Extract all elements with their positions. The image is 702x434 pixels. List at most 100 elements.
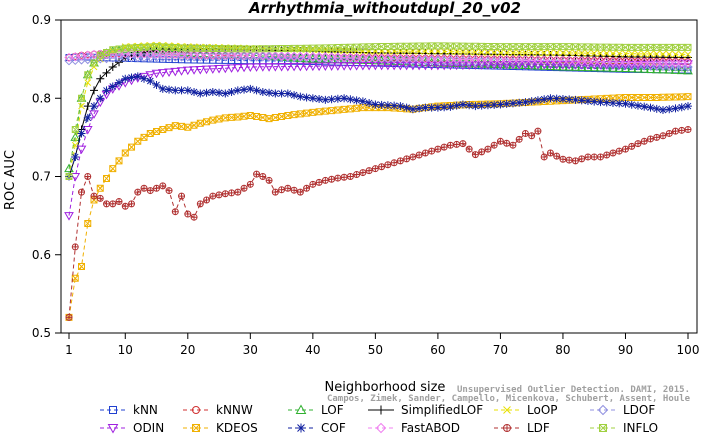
data-point-marker bbox=[583, 56, 593, 67]
data-point-marker bbox=[559, 49, 567, 57]
data-point-marker bbox=[228, 189, 236, 197]
data-point-marker bbox=[608, 61, 618, 70]
data-point-marker bbox=[184, 123, 192, 131]
data-point-marker bbox=[458, 54, 468, 65]
data-point-marker bbox=[109, 165, 117, 173]
data-point-marker bbox=[189, 66, 199, 75]
data-point-marker bbox=[584, 153, 592, 161]
data-point-marker bbox=[246, 84, 255, 93]
x-tick-label: 1 bbox=[65, 343, 73, 357]
data-point-marker bbox=[339, 62, 349, 71]
data-point-marker bbox=[545, 55, 556, 66]
data-point-marker bbox=[551, 61, 562, 70]
data-point-marker bbox=[264, 63, 274, 72]
data-point-marker bbox=[508, 55, 518, 65]
data-point-marker bbox=[534, 49, 542, 57]
data-point-marker bbox=[208, 87, 217, 96]
data-point-marker bbox=[358, 97, 367, 106]
data-point-marker bbox=[496, 137, 504, 145]
data-point-marker bbox=[333, 94, 342, 103]
data-point-marker bbox=[501, 61, 512, 70]
data-point-marker bbox=[528, 132, 536, 140]
legend-entry-odin: ODIN bbox=[100, 421, 164, 434]
data-point-marker bbox=[139, 52, 149, 63]
data-point-marker bbox=[615, 99, 624, 108]
data-point-marker bbox=[265, 115, 273, 123]
data-point-marker bbox=[109, 46, 117, 54]
data-point-marker bbox=[476, 54, 487, 65]
data-point-marker bbox=[128, 143, 136, 151]
data-point-marker bbox=[590, 49, 598, 57]
data-point-marker bbox=[177, 86, 186, 95]
data-point-marker bbox=[453, 140, 461, 148]
data-point-marker bbox=[353, 104, 361, 112]
x-tick-label: 60 bbox=[430, 343, 445, 357]
series-layer bbox=[64, 41, 693, 321]
data-point-marker bbox=[658, 105, 667, 114]
data-point-marker bbox=[164, 68, 174, 77]
data-point-marker bbox=[645, 64, 656, 73]
x-tick-label: 40 bbox=[305, 343, 320, 357]
data-point-marker bbox=[351, 53, 362, 63]
legend-label: INFLO bbox=[623, 421, 658, 434]
legend-entry-cof: COF bbox=[288, 421, 346, 434]
data-point-marker bbox=[627, 100, 636, 109]
data-point-marker bbox=[465, 101, 474, 110]
data-point-marker bbox=[383, 101, 392, 110]
x-tick-label: 100 bbox=[677, 343, 700, 357]
data-point-marker bbox=[71, 243, 79, 251]
data-point-marker bbox=[515, 135, 523, 143]
data-point-marker bbox=[190, 121, 198, 129]
legend-entry-simplifiedlof: SimplifiedLOF bbox=[368, 403, 483, 417]
data-point-marker bbox=[509, 49, 517, 57]
data-point-marker bbox=[503, 406, 511, 414]
data-point-marker bbox=[190, 213, 198, 221]
data-point-marker bbox=[153, 184, 161, 192]
data-point-marker bbox=[82, 126, 93, 135]
data-point-marker bbox=[551, 55, 562, 66]
data-point-marker bbox=[121, 149, 129, 157]
legend-entry-loop: LoOP bbox=[494, 403, 558, 417]
data-point-marker bbox=[570, 61, 581, 70]
data-point-marker bbox=[121, 74, 130, 83]
data-point-marker bbox=[278, 113, 286, 121]
data-point-marker bbox=[608, 57, 618, 67]
data-point-marker bbox=[271, 114, 279, 122]
data-point-marker bbox=[639, 57, 649, 68]
series-line-lof bbox=[68, 49, 689, 169]
data-point-marker bbox=[509, 141, 517, 149]
x-tick-label: 50 bbox=[368, 343, 383, 357]
data-point-marker bbox=[633, 57, 643, 68]
data-point-marker bbox=[234, 113, 242, 121]
data-point-marker bbox=[252, 86, 261, 95]
data-point-marker bbox=[677, 58, 687, 68]
data-point-marker bbox=[284, 184, 292, 192]
data-point-marker bbox=[540, 153, 548, 161]
data-point-marker bbox=[471, 151, 479, 159]
data-point-marker bbox=[246, 180, 254, 188]
data-point-marker bbox=[603, 151, 611, 159]
data-point-marker bbox=[264, 50, 274, 61]
data-point-marker bbox=[64, 212, 74, 221]
data-point-marker bbox=[84, 173, 92, 180]
data-point-marker bbox=[140, 133, 148, 141]
data-point-marker bbox=[159, 126, 167, 134]
data-point-marker bbox=[315, 108, 323, 116]
data-point-marker bbox=[522, 49, 529, 57]
data-point-marker bbox=[90, 102, 99, 111]
data-point-marker bbox=[171, 86, 180, 95]
data-point-marker bbox=[521, 130, 529, 137]
data-point-marker bbox=[614, 57, 624, 67]
data-point-marker bbox=[165, 85, 174, 94]
data-point-marker bbox=[77, 129, 86, 138]
data-point-marker bbox=[320, 62, 331, 72]
x-tick-label: 30 bbox=[243, 343, 258, 357]
data-point-marker bbox=[283, 51, 293, 61]
data-point-marker bbox=[189, 49, 199, 60]
series-fastabod bbox=[64, 48, 693, 68]
data-point-marker bbox=[564, 61, 575, 70]
data-point-marker bbox=[326, 52, 337, 62]
data-point-marker bbox=[376, 53, 387, 64]
data-point-marker bbox=[327, 95, 336, 104]
data-point-marker bbox=[514, 55, 524, 65]
